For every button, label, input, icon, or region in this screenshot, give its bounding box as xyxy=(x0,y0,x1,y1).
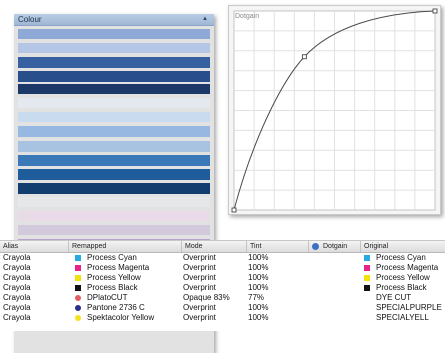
colour-swatch[interactable] xyxy=(18,197,210,207)
mode-cell: Overprint xyxy=(183,283,216,292)
tint-cell: 100% xyxy=(248,273,269,282)
colour-panel-header[interactable]: Colour ▲ xyxy=(14,14,214,26)
table-row[interactable]: Crayola Process Magenta Overprint 100% Proce… xyxy=(0,263,445,273)
alias-cell: Crayola xyxy=(3,283,31,292)
original-color-chip xyxy=(364,275,370,281)
colour-swatch[interactable] xyxy=(18,98,210,108)
remapped-color-chip xyxy=(75,275,81,281)
remapped-color-chip xyxy=(75,255,81,261)
colour-swatch[interactable] xyxy=(18,57,210,68)
column-header-dotgain-label: Dotgain xyxy=(323,243,348,250)
remapped-color-chip xyxy=(75,265,81,271)
table-row[interactable]: Crayola Spektacolor Yellow Overprint 100% SP… xyxy=(0,313,445,323)
mode-cell: Overprint xyxy=(183,253,216,262)
colour-swatch[interactable] xyxy=(18,112,210,122)
colour-swatch[interactable] xyxy=(18,71,210,82)
tint-cell: 100% xyxy=(248,283,269,292)
colour-swatch[interactable] xyxy=(18,183,210,194)
table-row[interactable]: Crayola Process Black Overprint 100% Process… xyxy=(0,283,445,293)
dotgain-panel-title: Dotgain xyxy=(235,13,260,20)
colour-swatch[interactable] xyxy=(18,225,210,235)
colour-swatch[interactable] xyxy=(18,126,210,137)
column-header-tint[interactable]: Tint xyxy=(246,241,308,252)
remapped-cell: Process Magenta xyxy=(87,263,150,272)
original-color-chip xyxy=(364,285,370,291)
original-cell: Process Yellow xyxy=(376,273,430,282)
remapped-cell: Process Cyan xyxy=(87,253,137,262)
tint-cell: 100% xyxy=(248,263,269,272)
tint-cell: 100% xyxy=(248,313,269,322)
mode-cell: Opaque 83% xyxy=(183,293,230,302)
tint-cell: 100% xyxy=(248,303,269,312)
remapped-color-chip xyxy=(75,295,81,301)
original-color-chip xyxy=(364,265,370,271)
table-row[interactable]: Crayola Pantone 2736 C Overprint 100% SPECIA… xyxy=(0,303,445,313)
original-cell: DYE CUT xyxy=(376,293,412,302)
remapped-color-chip xyxy=(75,285,81,291)
remapped-cell: Process Black xyxy=(87,283,138,292)
tint-cell: 77% xyxy=(248,293,265,302)
mode-cell: Overprint xyxy=(183,303,216,312)
alias-cell: Crayola xyxy=(3,293,31,302)
column-header-mode[interactable]: Mode xyxy=(181,241,246,252)
alias-cell: Crayola xyxy=(3,253,31,262)
original-cell: Process Magenta xyxy=(376,263,439,272)
original-cell: SPECIALYELL xyxy=(376,313,429,322)
mode-cell: Overprint xyxy=(183,273,216,282)
original-cell: Process Cyan xyxy=(376,253,426,262)
colour-swatch[interactable] xyxy=(18,211,210,221)
table-row[interactable]: Crayola DPlatoCUT Opaque 83% 77% DYE CUT xyxy=(0,293,445,303)
colour-swatch[interactable] xyxy=(18,141,210,152)
mode-cell: Overprint xyxy=(183,313,216,322)
colour-swatch[interactable] xyxy=(18,155,210,166)
curve-control-point[interactable] xyxy=(301,54,307,60)
alias-cell: Crayola xyxy=(3,313,31,322)
colour-swatch[interactable] xyxy=(18,29,210,39)
dotgain-dot-icon xyxy=(312,243,319,250)
colour-swatch[interactable] xyxy=(18,169,210,180)
remapped-color-chip xyxy=(75,305,81,311)
column-header-alias[interactable]: Alias xyxy=(3,243,19,250)
remapped-cell: Process Yellow xyxy=(87,273,141,282)
remapped-color-chip xyxy=(75,315,81,321)
colour-swatch[interactable] xyxy=(18,43,210,53)
colour-panel-title: Colour xyxy=(18,15,42,24)
column-header-original[interactable]: Original xyxy=(360,241,445,252)
table-row[interactable]: Crayola Process Yellow Overprint 100% Proces… xyxy=(0,273,445,283)
curve-control-point[interactable] xyxy=(432,8,438,14)
remapped-cell: Spektacolor Yellow xyxy=(87,313,155,322)
alias-cell: Crayola xyxy=(3,303,31,312)
original-color-chip xyxy=(364,255,370,261)
curve-control-point[interactable] xyxy=(231,207,237,213)
colour-swatch[interactable] xyxy=(18,84,210,94)
dotgain-panel: Dotgain xyxy=(228,5,441,215)
alias-cell: Crayola xyxy=(3,263,31,272)
collapse-triangle-icon[interactable]: ▲ xyxy=(202,16,208,22)
original-cell: Process Black xyxy=(376,283,427,292)
column-header-dotgain[interactable]: Dotgain xyxy=(308,241,360,252)
table-header-row: Alias Remapped Mode Tint Dotgain Origina… xyxy=(0,241,445,253)
dotgain-curve-editor[interactable] xyxy=(229,6,440,214)
table-row[interactable]: Crayola Process Cyan Overprint 100% Process … xyxy=(0,253,445,263)
original-cell: SPECIALPURPLE xyxy=(376,303,442,312)
remapped-cell: Pantone 2736 C xyxy=(87,303,145,312)
remapped-cell: DPlatoCUT xyxy=(87,293,128,302)
mode-cell: Overprint xyxy=(183,263,216,272)
ink-mapping-table: Alias Remapped Mode Tint Dotgain Origina… xyxy=(0,240,445,331)
tint-cell: 100% xyxy=(248,253,269,262)
alias-cell: Crayola xyxy=(3,273,31,282)
column-header-remapped[interactable]: Remapped xyxy=(68,241,181,252)
